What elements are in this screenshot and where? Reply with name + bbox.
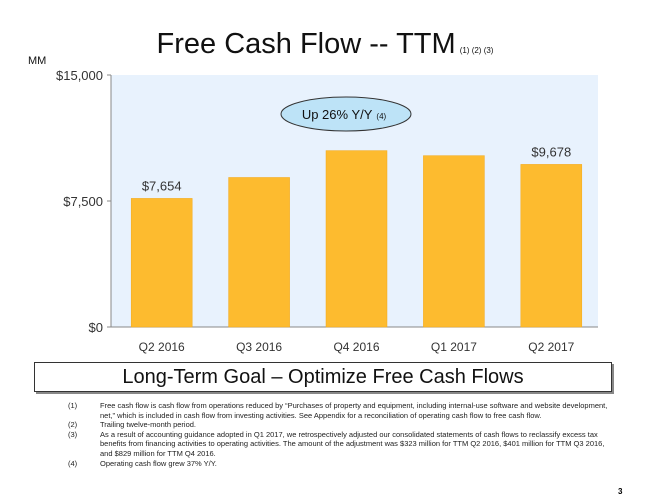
footnote-number: (3) [68, 429, 78, 439]
bar [520, 164, 583, 328]
footnote: (4) Operating cash flow grew 37% Y/Y. [68, 459, 608, 469]
footnote-number: (1) [68, 401, 78, 410]
footnote-number: (2) [68, 420, 78, 430]
bar [228, 177, 290, 328]
x-tick-label: Q4 2016 [333, 340, 379, 354]
y-tick-label: $0 [89, 320, 103, 335]
title-footnote-refs: (1) (2) (3) [459, 46, 494, 55]
goal-banner: Long-Term Goal – Optimize Free Cash Flow… [34, 362, 612, 392]
footnote: (1) Free cash flow is cash flow from oper… [68, 401, 608, 420]
x-tick-label: Q3 2016 [236, 340, 282, 354]
footnote-text: As a result of accounting guidance adopt… [100, 429, 605, 458]
y-tick-label: $15,000 [56, 68, 103, 83]
bar [130, 198, 193, 328]
footnote: (3) As a result of accounting guidance ad… [68, 430, 608, 459]
x-tick-label: Q2 2017 [528, 340, 574, 354]
footnote-number: (4) [68, 458, 78, 468]
footnotes: (1) Free cash flow is cash flow from oper… [68, 401, 608, 468]
page-number: 3 [618, 487, 623, 496]
footnote: (2) Trailing twelve-month period. [68, 420, 608, 430]
y-tick-label: $7,500 [63, 194, 103, 209]
footnote-text: Free cash flow is cash flow from operati… [100, 401, 608, 420]
callout-footnote-ref: (4) [376, 112, 386, 121]
chart-title: Free Cash Flow -- TTM (1) (2) (3) [0, 28, 650, 61]
callout-bubble [280, 96, 412, 132]
x-tick-label: Q1 2017 [431, 340, 477, 354]
callout-label: Up 26% Y/Y [302, 107, 373, 122]
title-text: Free Cash Flow -- TTM [156, 28, 456, 60]
data-label: $7,654 [142, 178, 182, 193]
unit-label: MM [28, 55, 47, 67]
bar-chart: $0 $7,500 $15,000 Q2 2016 $7,654 Q3 2016 Q4 20… [56, 68, 598, 354]
footnote-text: Operating cash flow grew 37% Y/Y. [100, 458, 217, 468]
bar [325, 150, 388, 328]
footnote-text: Trailing twelve-month period. [100, 420, 197, 430]
callout-text: Up 26% Y/Y (4) [302, 107, 387, 122]
x-tick-label: Q2 2016 [139, 340, 185, 354]
bar [423, 155, 485, 328]
data-label: $9,678 [531, 144, 571, 159]
